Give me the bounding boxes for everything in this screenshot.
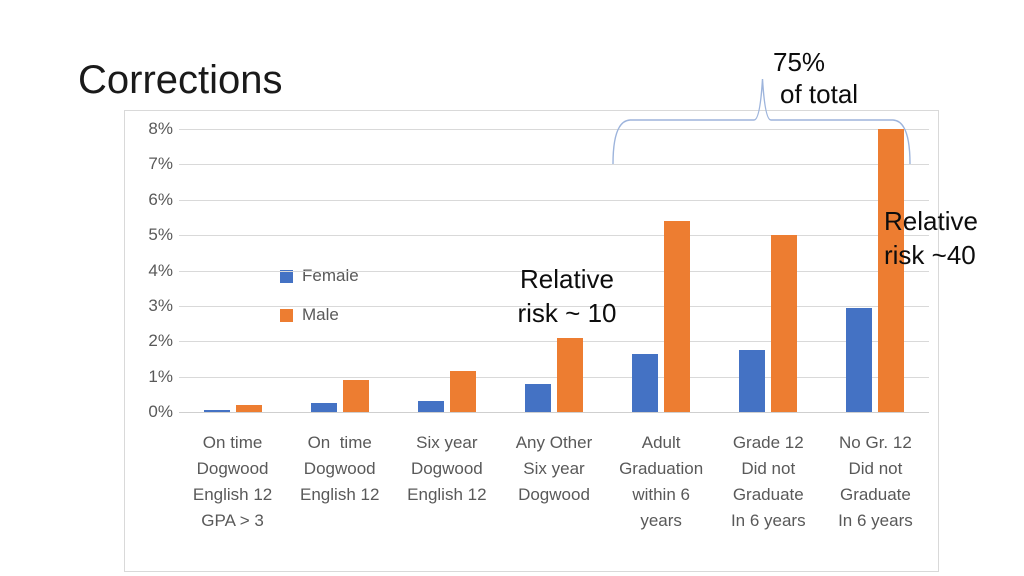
- category-label: On time Dogwood English 12 GPA > 3: [179, 430, 286, 534]
- bar-male: [771, 235, 798, 412]
- category-label-line: Dogwood: [196, 459, 269, 478]
- gridline: [179, 199, 929, 201]
- category-label-line: GPA > 3: [201, 511, 264, 530]
- category-label-line: On time: [307, 433, 372, 452]
- category-label-line: English 12: [407, 485, 487, 504]
- bar-female: [417, 400, 444, 412]
- bar-female: [203, 409, 230, 412]
- bar-male: [878, 129, 905, 412]
- category-label-line: Adult: [641, 433, 681, 452]
- legend-label-male: Male: [302, 305, 339, 324]
- legend-swatch-male: [280, 308, 293, 322]
- annotation-risk40-line1: Relative: [884, 206, 978, 236]
- bar-female: [846, 307, 873, 412]
- annotation-risk40-line2: risk ~40: [884, 240, 976, 270]
- category-label: Adult Graduation within 6 years: [608, 430, 715, 534]
- annotation-75-of-total: 75% of total: [773, 46, 858, 110]
- chart-legend: Female Male: [280, 263, 359, 341]
- category-label-line: In 6 years: [838, 511, 913, 530]
- category-label: Any Other Six year Dogwood: [500, 430, 607, 508]
- gridline: [179, 270, 929, 272]
- y-axis-tick-label: 6%: [148, 189, 173, 209]
- bar-male: [557, 337, 583, 412]
- annotation-relative-risk-10: Relative risk ~ 10: [494, 262, 640, 330]
- annotation-75-line1: 75%: [773, 47, 826, 77]
- x-axis-line: [179, 412, 929, 413]
- gridline: [179, 164, 929, 166]
- bar-female: [739, 350, 766, 412]
- bar-male: [235, 404, 262, 412]
- y-axis-tick-label: 7%: [148, 154, 173, 174]
- category-label: On time Dogwood English 12: [286, 430, 393, 508]
- legend-swatch-female: [280, 269, 293, 283]
- bar-female: [632, 353, 659, 412]
- bar-male: [342, 380, 369, 412]
- legend-label-female: Female: [302, 266, 359, 285]
- gridline: [179, 305, 929, 307]
- category-label-line: In 6 years: [730, 511, 806, 530]
- category-label: No Gr. 12 Did not Graduate In 6 years: [822, 430, 929, 534]
- y-axis-tick-label: 5%: [148, 225, 173, 245]
- annotation-75-line2: of total: [780, 79, 859, 109]
- category-label-line: On time: [202, 433, 263, 452]
- y-axis-tick-label: 4%: [148, 260, 173, 280]
- category-label-line: English 12: [300, 485, 380, 504]
- y-axis-tick-label: 2%: [148, 331, 173, 351]
- bar-female: [525, 383, 551, 412]
- category-label-line: Did not: [848, 459, 903, 478]
- chart-frame: Female Male 0% 1% 2% 3% 4% 5% 6% 7% 8% On time Dogw…: [124, 110, 939, 572]
- category-label-line: Graduate: [839, 485, 911, 504]
- category-label-line: No Gr. 12: [839, 433, 912, 452]
- category-label-line: Graduation: [619, 459, 704, 478]
- slide-title: Corrections: [78, 58, 283, 102]
- y-axis-tick-label: 0%: [148, 402, 173, 421]
- legend-item-male: Male: [280, 302, 359, 328]
- category-label-line: Dogwood: [518, 485, 590, 504]
- y-axis-tick-label: 1%: [148, 366, 173, 386]
- category-label-line: Grade 12: [732, 433, 804, 452]
- category-label-line: years: [640, 511, 682, 530]
- bar-female: [310, 403, 337, 412]
- category-label-line: English 12: [192, 485, 273, 504]
- category-label-line: within 6: [632, 485, 690, 504]
- gridline: [179, 341, 929, 343]
- category-label-line: Six year: [523, 459, 585, 478]
- category-label: Grade 12 Did not Graduate In 6 years: [715, 430, 822, 534]
- category-label-line: Dogwood: [410, 459, 483, 478]
- y-axis-tick-label: 8%: [148, 119, 173, 138]
- legend-item-female: Female: [280, 263, 359, 289]
- bar-male: [664, 220, 691, 412]
- category-label-line: Dogwood: [303, 459, 376, 478]
- category-label-line: Graduate: [732, 485, 804, 504]
- annotation-risk10-line1: Relative: [520, 264, 614, 294]
- y-axis-tick-label: 3%: [148, 295, 173, 315]
- annotation-risk10-line2: risk ~ 10: [517, 298, 617, 328]
- gridline: [179, 129, 929, 130]
- gridline: [179, 376, 929, 378]
- category-label-line: Six year: [416, 433, 478, 452]
- category-label-line: Any Other: [515, 433, 593, 452]
- category-label-line: Did not: [741, 459, 796, 478]
- annotation-relative-risk-40: Relative risk ~40: [884, 204, 978, 272]
- gridline: [179, 235, 929, 237]
- bar-male: [449, 371, 476, 412]
- category-label: Six year Dogwood English 12: [393, 430, 500, 508]
